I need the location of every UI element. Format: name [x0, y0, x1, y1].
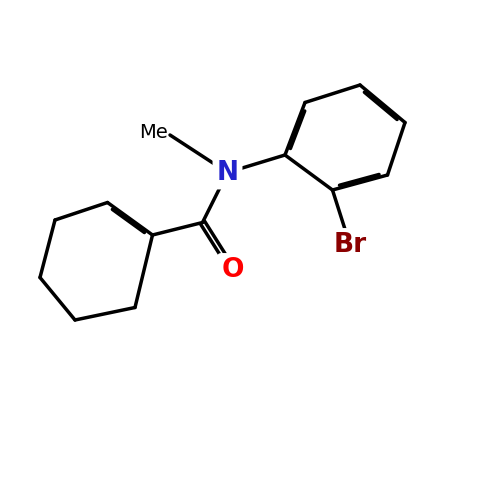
Text: Me: Me — [139, 123, 168, 142]
Text: O: O — [222, 257, 244, 283]
Text: Br: Br — [334, 232, 366, 258]
Text: N: N — [216, 160, 238, 186]
